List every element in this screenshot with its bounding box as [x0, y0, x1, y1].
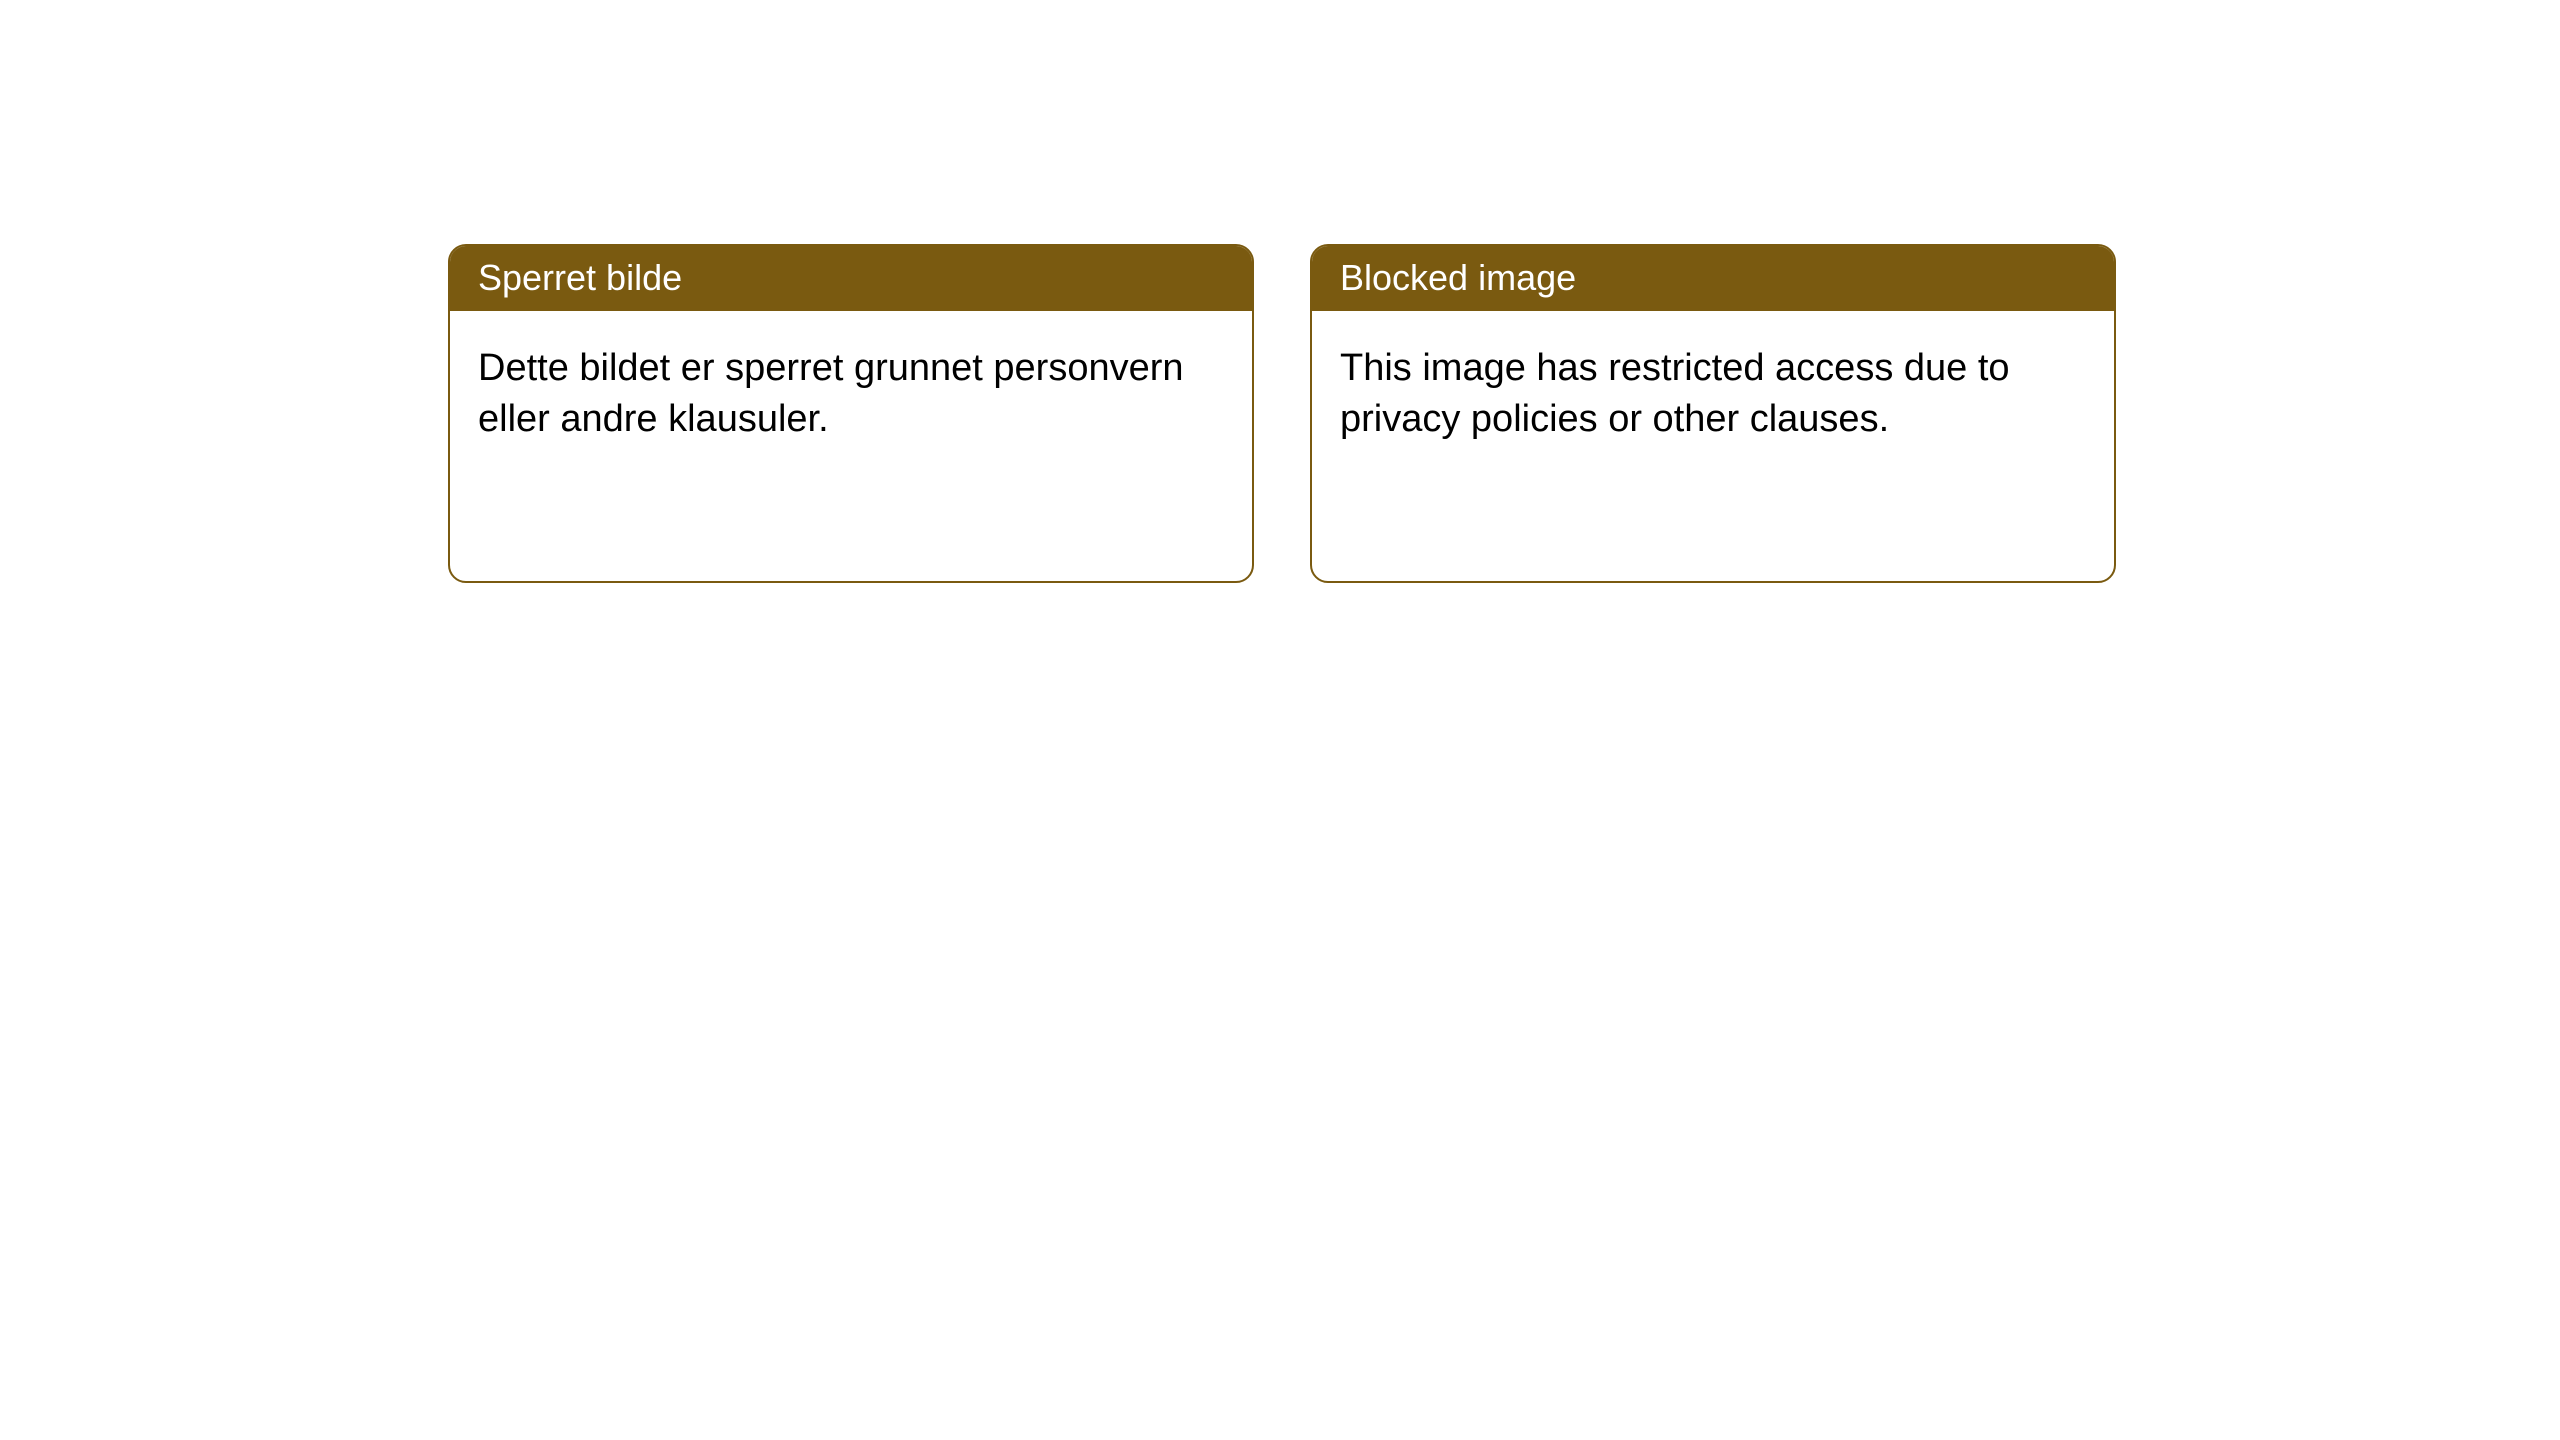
notice-body-text: Dette bildet er sperret grunnet personve… [450, 311, 1252, 581]
notice-header-title: Blocked image [1312, 246, 2114, 311]
notice-body-text: This image has restricted access due to … [1312, 311, 2114, 581]
notice-card-english: Blocked image This image has restricted … [1310, 244, 2116, 583]
notice-header-title: Sperret bilde [450, 246, 1252, 311]
notice-card-norwegian: Sperret bilde Dette bildet er sperret gr… [448, 244, 1254, 583]
notice-container: Sperret bilde Dette bildet er sperret gr… [0, 0, 2560, 583]
